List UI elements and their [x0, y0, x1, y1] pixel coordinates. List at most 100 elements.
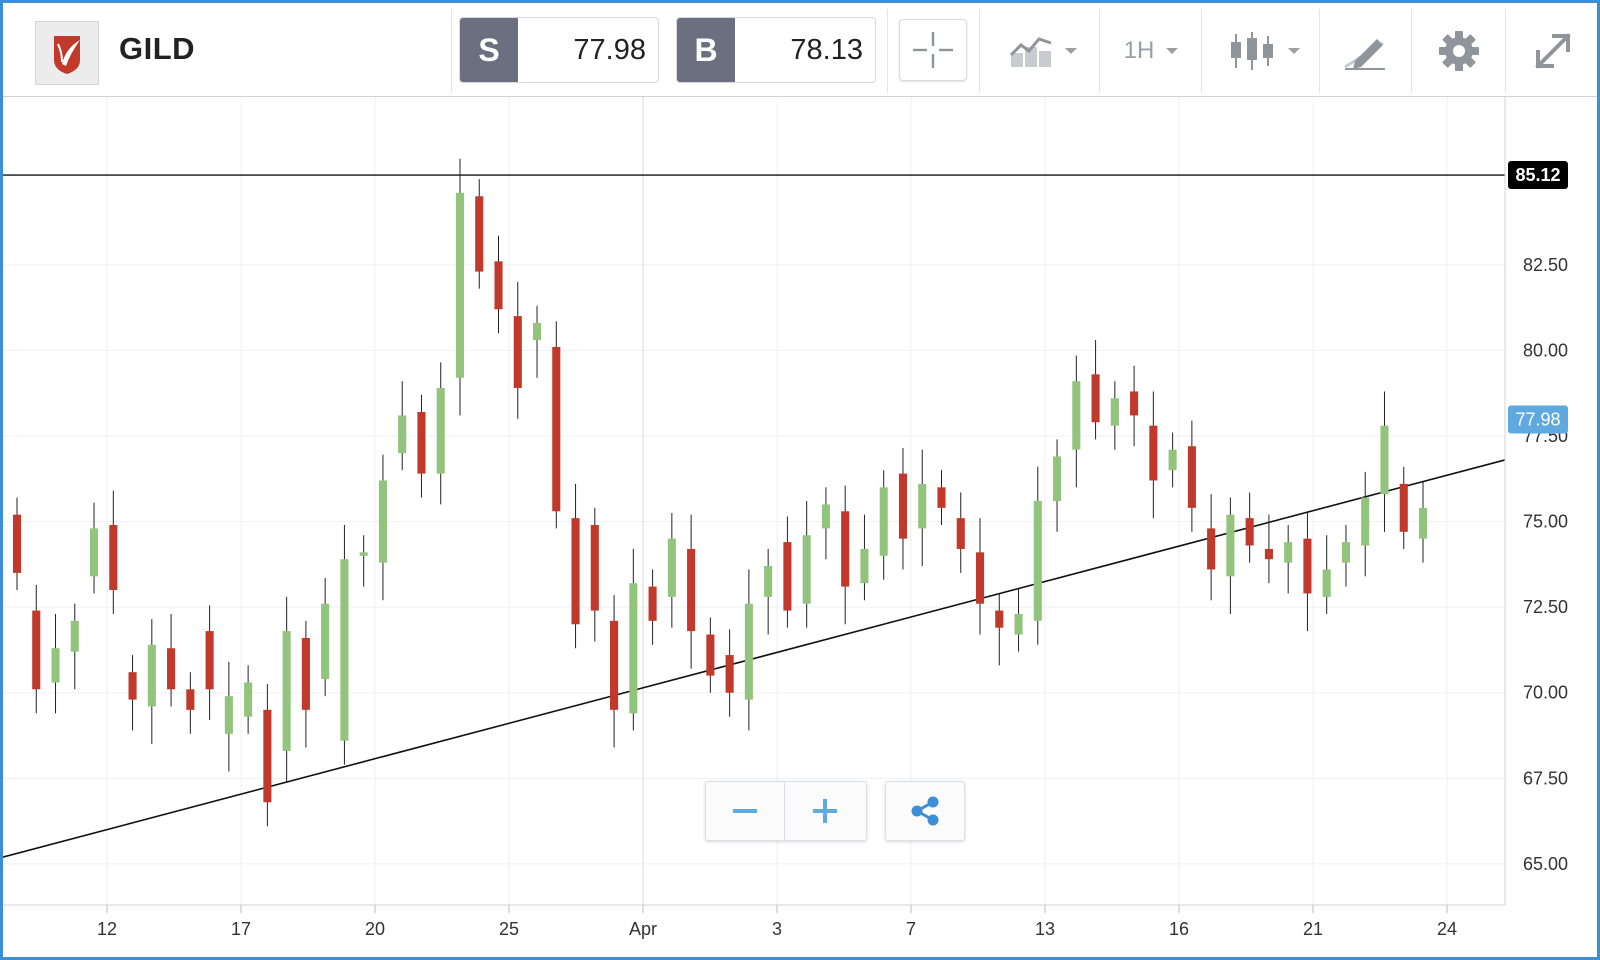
candle[interactable] [455, 158, 465, 416]
candle[interactable] [532, 305, 542, 378]
candle[interactable] [128, 655, 137, 731]
candle[interactable] [301, 620, 310, 748]
candle[interactable] [860, 514, 869, 601]
candle[interactable] [205, 605, 214, 721]
candle[interactable] [648, 569, 657, 645]
candle[interactable] [918, 449, 927, 567]
candle[interactable] [494, 235, 503, 334]
candle[interactable] [340, 524, 349, 765]
candle[interactable] [841, 485, 850, 625]
candle[interactable] [1361, 471, 1370, 577]
candle[interactable] [1284, 524, 1293, 594]
candle[interactable] [263, 684, 272, 827]
candle[interactable] [995, 593, 1004, 666]
candle[interactable] [1264, 514, 1273, 584]
candle[interactable] [1303, 512, 1312, 632]
candle[interactable] [1380, 391, 1389, 532]
candle[interactable] [244, 665, 253, 734]
candle[interactable] [1110, 381, 1119, 450]
candle[interactable] [706, 617, 715, 693]
candle[interactable] [610, 595, 619, 748]
drawing-tools-button[interactable] [1323, 9, 1407, 93]
candle[interactable] [1149, 391, 1158, 519]
candle[interactable] [667, 512, 676, 628]
trend-line[interactable] [3, 459, 1506, 858]
candle[interactable] [725, 629, 734, 717]
zoom-out-button[interactable] [706, 782, 784, 840]
candle[interactable] [1418, 482, 1428, 563]
candle[interactable] [321, 578, 330, 697]
candle[interactable] [1245, 492, 1254, 563]
settings-button[interactable] [1415, 9, 1503, 93]
candle[interactable] [898, 447, 908, 570]
buy-price-button[interactable]: B 78.13 [676, 17, 876, 83]
candle[interactable] [436, 362, 445, 505]
candle[interactable] [186, 672, 195, 734]
candle[interactable] [975, 518, 985, 635]
candle[interactable] [879, 470, 888, 580]
candle[interactable] [1091, 340, 1100, 440]
crosshair-button[interactable] [899, 19, 967, 81]
candle[interactable] [1053, 439, 1062, 532]
candle[interactable] [70, 603, 79, 690]
sell-price-button[interactable]: S 77.98 [459, 17, 659, 83]
candle-body [764, 566, 773, 597]
candle[interactable] [687, 514, 696, 669]
price-tick-label: 82.50 [1523, 255, 1568, 275]
candle-body [12, 514, 22, 573]
candle[interactable] [513, 281, 522, 419]
candle[interactable] [937, 470, 946, 525]
candle[interactable] [89, 502, 99, 594]
candle[interactable] [224, 661, 233, 772]
candle[interactable] [51, 613, 60, 714]
candle[interactable] [956, 492, 965, 573]
candle[interactable] [1033, 466, 1042, 645]
candle[interactable] [821, 487, 830, 560]
candle[interactable] [744, 569, 753, 731]
chart-annotations [3, 174, 1506, 858]
candle-style-button[interactable] [1209, 9, 1319, 93]
chart-type-line-button[interactable] [989, 9, 1097, 93]
candle-body [1207, 528, 1216, 570]
price-chart[interactable]: 65.0067.5070.0072.5075.0077.5080.0082.50… [3, 97, 1597, 957]
candle[interactable] [571, 483, 580, 649]
candle[interactable] [1072, 355, 1081, 488]
candle[interactable] [629, 548, 638, 731]
toolbar-divider [1099, 9, 1100, 93]
sell-label: S [460, 18, 518, 82]
candle[interactable] [147, 619, 156, 745]
candle[interactable] [764, 548, 773, 635]
candle[interactable] [475, 179, 484, 289]
candle[interactable] [1207, 494, 1216, 601]
candle[interactable] [1226, 497, 1235, 614]
candle[interactable] [552, 321, 561, 529]
candle[interactable] [378, 454, 387, 601]
candle[interactable] [282, 596, 291, 782]
share-button[interactable] [886, 782, 964, 840]
candle[interactable] [1341, 524, 1351, 587]
timeframe-select[interactable]: 1H [1107, 9, 1195, 93]
candlestick-series [12, 158, 1428, 827]
candle-body [186, 689, 195, 710]
candle[interactable] [802, 501, 811, 628]
toolbar-divider [1319, 9, 1320, 93]
candle[interactable] [1322, 535, 1331, 614]
candle-body [1264, 548, 1273, 560]
candle[interactable] [1014, 588, 1023, 652]
candle-body [282, 631, 291, 751]
candle[interactable] [12, 497, 22, 591]
candle[interactable] [783, 516, 792, 628]
candle[interactable] [359, 535, 368, 587]
candle[interactable] [1130, 365, 1139, 447]
candle[interactable] [590, 507, 599, 642]
candle[interactable] [32, 584, 41, 714]
candle[interactable] [1399, 466, 1408, 549]
fullscreen-button[interactable] [1509, 9, 1597, 93]
zoom-in-button[interactable] [786, 782, 864, 840]
candle[interactable] [167, 613, 176, 707]
candle[interactable] [1168, 432, 1177, 488]
candle[interactable] [398, 381, 407, 471]
candle[interactable] [417, 394, 426, 498]
candle[interactable] [1187, 420, 1196, 532]
candle[interactable] [109, 490, 118, 614]
